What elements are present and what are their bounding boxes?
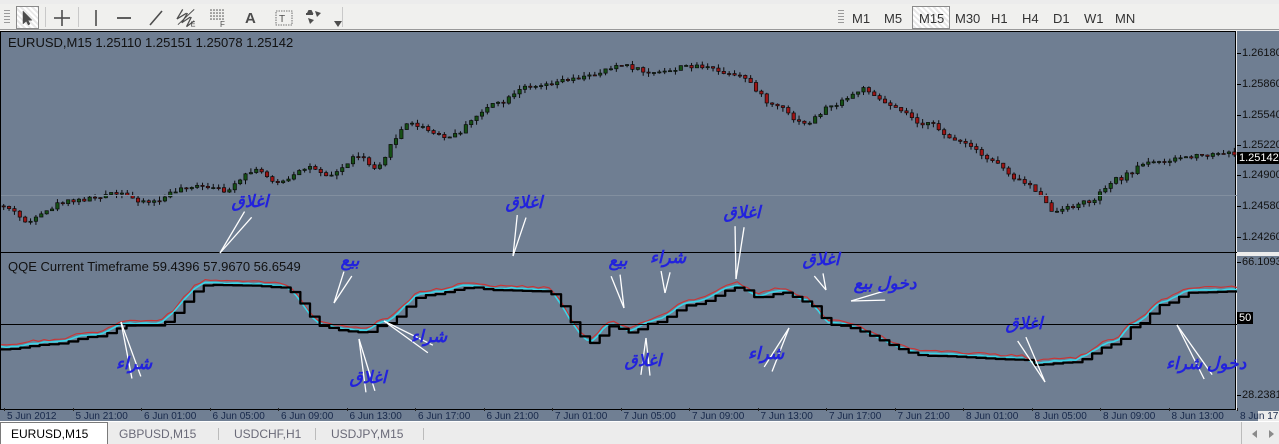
svg-text:A: A — [245, 10, 256, 26]
svg-text:E: E — [190, 19, 195, 27]
svg-text:F: F — [220, 20, 225, 28]
svg-text:T: T — [279, 14, 285, 25]
